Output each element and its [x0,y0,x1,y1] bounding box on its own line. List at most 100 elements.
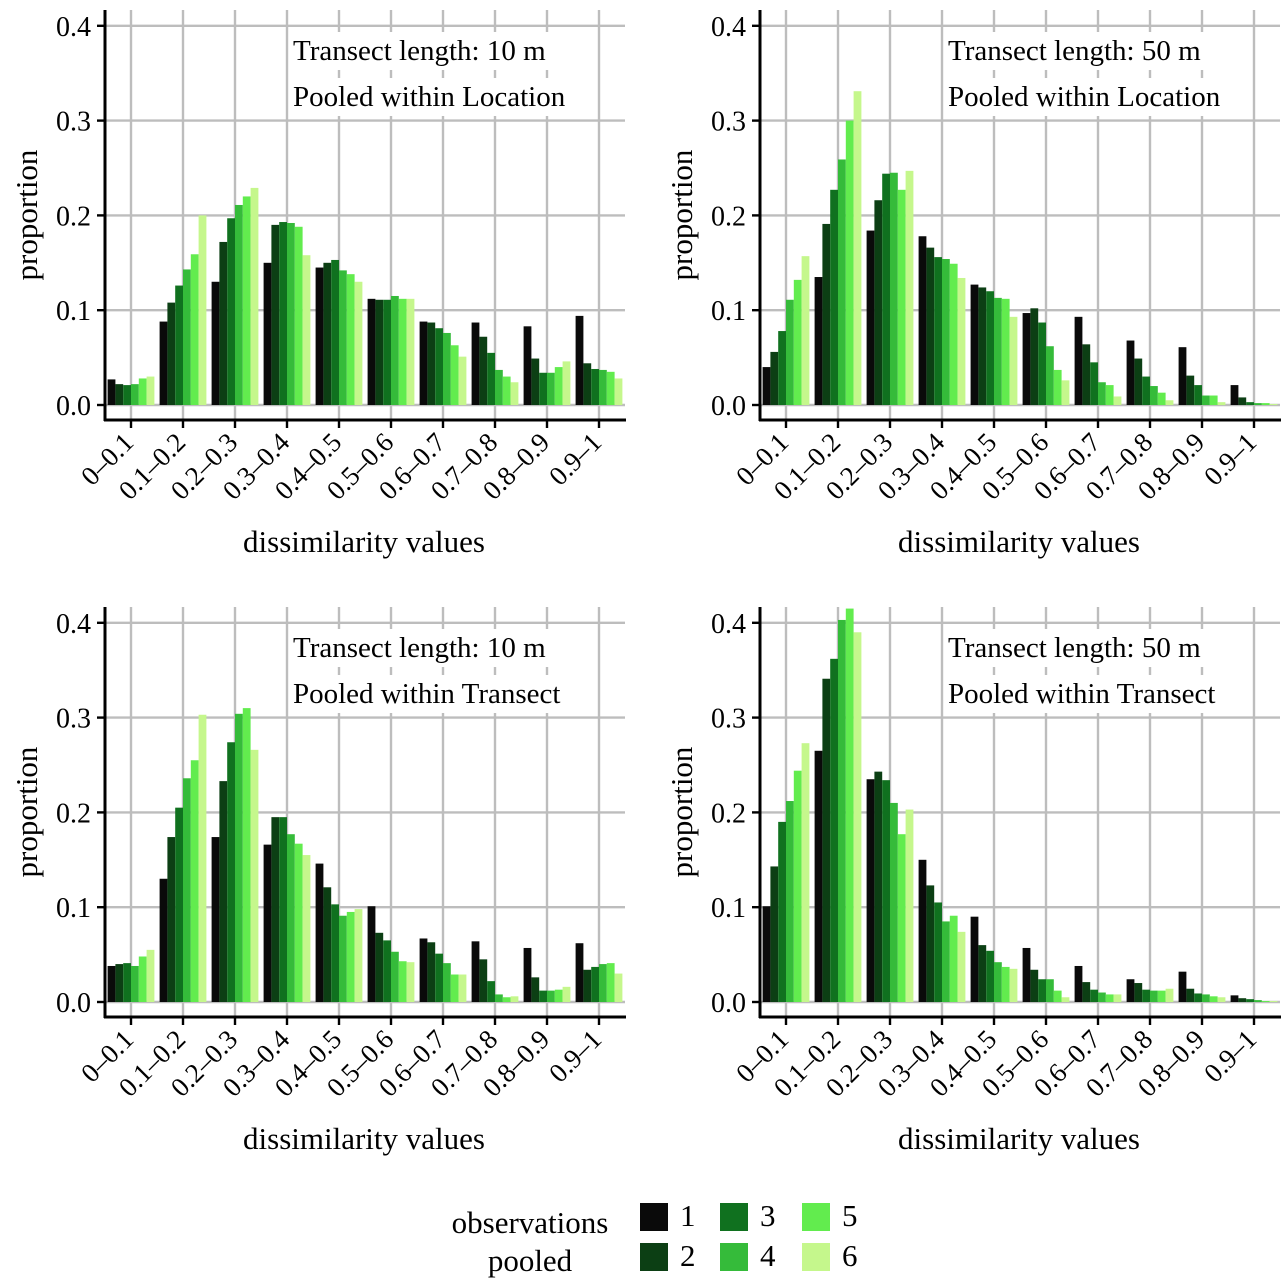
bar-0.4–0.5-series-4 [994,962,1002,1002]
annotation-backdrop [944,675,1220,713]
bar-0.4–0.5-series-3 [331,259,339,405]
bar-0.6–0.7-series-6 [1113,994,1122,1002]
y-tick-label: 0.3 [711,704,746,735]
bar-0.6–0.7-series-5 [450,974,459,1002]
bar-0.2–0.3-series-1 [866,230,875,405]
bar-0.8–0.9-series-6 [1217,997,1226,1002]
bar-0.8–0.9-series-5 [554,367,563,405]
bar-0.7–0.8-series-5 [502,997,511,1002]
bar-0.8–0.9-series-5 [1209,996,1218,1002]
legend-item-4: 4 [720,1238,790,1274]
bar-0.4–0.5-series-6 [1009,316,1018,405]
y-tick-label: 0.4 [711,609,746,640]
bar-0.1–0.2-series-1 [814,277,823,405]
bar-0.3–0.4-series-2 [926,885,935,1002]
bar-0.1–0.2-series-5 [190,254,199,405]
bar-0.8–0.9-series-2 [531,358,540,405]
bar-0.6–0.7-series-2 [427,942,436,1002]
bar-0.1–0.2-series-4 [838,619,846,1002]
y-tick-label: 0.0 [711,391,746,422]
bar-0.2–0.3-series-4 [890,172,898,405]
y-tick-label: 0.4 [56,609,91,640]
bar-0.9–1-series-3 [1246,402,1254,405]
legend-swatch-1 [640,1203,668,1231]
x-tick-label: 0.9–1 [543,427,607,491]
bar-0.9–1-series-5 [606,371,615,405]
bar-0.8–0.9-series-4 [547,990,555,1002]
bar-0–0.1-series-6 [801,743,810,1002]
bar-0.6–0.7-series-1 [419,321,428,405]
bar-0.3–0.4-series-1 [918,859,927,1002]
bar-0.7–0.8-series-1 [471,941,480,1002]
bar-0.5–0.6-series-5 [398,298,407,405]
bar-0.8–0.9-series-3 [1194,993,1202,1002]
legend-swatch-3 [720,1203,748,1231]
panel-annotation-line-1: Transect length: 10 m [293,632,546,664]
legend-swatch-5 [802,1203,830,1231]
bar-0.2–0.3-series-2 [874,200,883,405]
bar-0.1–0.2-series-6 [198,215,207,405]
bar-0.2–0.3-series-4 [235,204,243,405]
bar-0.6–0.7-series-5 [1105,385,1114,405]
bar-0.6–0.7-series-2 [427,322,436,405]
bar-0–0.1-series-2 [770,351,779,405]
bar-0.2–0.3-series-5 [242,708,251,1002]
bar-0.6–0.7-series-1 [1074,316,1083,405]
bar-0.4–0.5-series-6 [1009,968,1018,1002]
bar-0.1–0.2-series-6 [198,714,207,1002]
bar-0.7–0.8-series-3 [487,981,495,1002]
bar-0.1–0.2-series-6 [853,632,862,1002]
panel-annotation-line-2: Pooled within Transect [948,678,1215,710]
bar-0–0.1-series-5 [793,770,802,1002]
annotation-backdrop [944,629,1205,667]
bar-0.5–0.6-series-3 [1038,322,1046,405]
bar-0.7–0.8-series-1 [471,322,480,405]
y-tick-label: 0.1 [711,893,746,924]
legend-item-1: 1 [640,1198,710,1234]
bar-0–0.1-series-6 [801,256,810,405]
bar-0.6–0.7-series-4 [1098,992,1106,1002]
bar-0.6–0.7-series-3 [435,328,443,405]
annotation-backdrop [289,32,550,70]
bar-0.3–0.4-series-2 [271,224,280,405]
bar-0–0.1-series-1 [107,965,116,1002]
bar-0.5–0.6-series-3 [383,299,391,405]
y-tick-label: 0.1 [711,296,746,327]
bar-0.2–0.3-series-6 [250,187,259,405]
bar-0–0.1-series-4 [131,384,139,405]
legend-label-5: 5 [842,1198,858,1233]
bar-0–0.1-series-1 [762,367,771,405]
bar-0.5–0.6-series-2 [1030,969,1039,1002]
bar-0–0.1-series-5 [138,378,147,405]
bar-0.9–1-series-1 [575,315,584,405]
bar-0.3–0.4-series-3 [279,222,287,405]
bar-0.2–0.3-series-1 [211,281,220,405]
bar-0.4–0.5-series-3 [986,291,994,405]
bar-0.4–0.5-series-5 [1001,966,1010,1002]
bar-0.7–0.8-series-4 [495,369,503,405]
bar-0.2–0.3-series-5 [897,834,906,1002]
bar-0.2–0.3-series-2 [219,241,228,405]
legend-label-6: 6 [842,1238,858,1273]
bar-0.5–0.6-series-4 [391,295,399,405]
bar-0.9–1-series-4 [599,964,607,1002]
bar-0.1–0.2-series-3 [175,807,183,1002]
bar-0.4–0.5-series-3 [986,950,994,1002]
bar-0.8–0.9-series-2 [1186,988,1195,1002]
bar-0.4–0.5-series-2 [978,945,987,1002]
bar-0.1–0.2-series-1 [159,878,168,1002]
bar-0.6–0.7-series-6 [458,356,467,405]
bar-0.8–0.9-series-6 [562,361,571,405]
x-axis-title: dissimilarity values [243,524,485,559]
bar-0.1–0.2-series-2 [167,302,176,405]
bar-0–0.1-series-5 [793,279,802,405]
bar-0.7–0.8-series-2 [1134,983,1143,1002]
bar-0.2–0.3-series-2 [219,781,228,1002]
legend-label-1: 1 [680,1198,696,1233]
bar-0.3–0.4-series-6 [302,855,311,1002]
y-tick-label: 0.1 [56,893,91,924]
bar-0.9–1-series-1 [1230,995,1239,1002]
bar-0.1–0.2-series-4 [183,269,191,405]
bar-0.5–0.6-series-2 [1030,308,1039,405]
bar-0.1–0.2-series-2 [822,678,831,1002]
